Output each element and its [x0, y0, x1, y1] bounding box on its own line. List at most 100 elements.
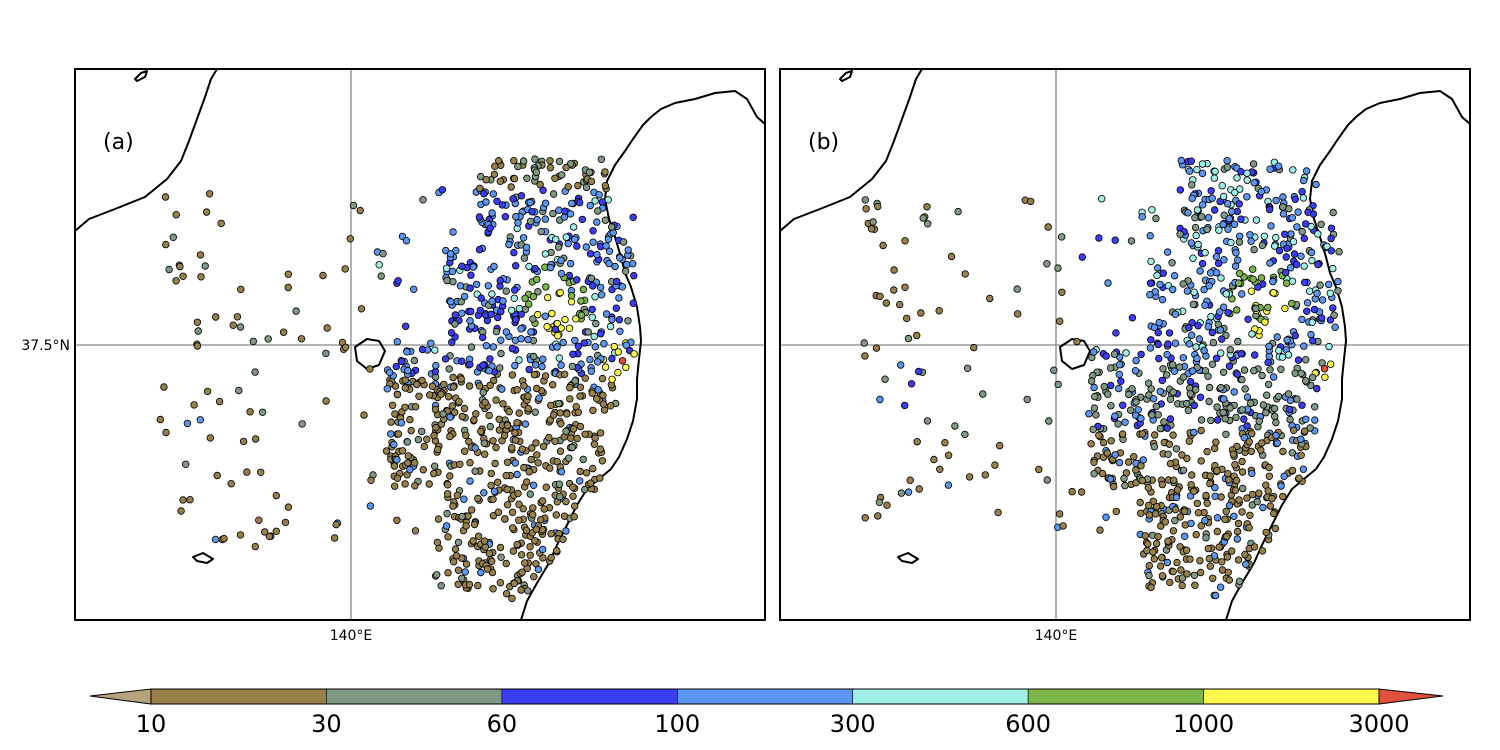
station-point [480, 537, 489, 545]
station-point [569, 492, 577, 500]
station-point [524, 404, 532, 413]
station-point [477, 568, 485, 577]
station-point [562, 163, 570, 172]
station-point [1279, 193, 1287, 201]
station-point [520, 382, 528, 390]
station-point [486, 422, 494, 431]
station-point [615, 294, 623, 302]
station-point [1308, 373, 1317, 382]
station-point [502, 328, 510, 336]
station-point [1240, 366, 1249, 374]
station-point [510, 174, 519, 183]
station-point [1271, 524, 1280, 533]
station-point [526, 490, 534, 498]
station-point [449, 228, 457, 236]
station-point [444, 569, 452, 577]
station-point [1178, 574, 1187, 582]
station-point [1026, 197, 1035, 206]
station-point [519, 157, 528, 165]
station-point [556, 493, 564, 501]
station-point [553, 343, 561, 351]
station-point [1300, 427, 1309, 435]
station-point [211, 313, 220, 321]
station-point [571, 235, 579, 244]
station-point [1218, 566, 1227, 574]
station-point [1279, 210, 1288, 218]
station-point [549, 190, 558, 198]
station-point [483, 565, 492, 573]
station-point [437, 390, 445, 398]
station-point [1149, 395, 1158, 403]
station-point [474, 494, 482, 503]
station-point [156, 415, 164, 424]
station-point [1203, 447, 1211, 456]
station-point [1179, 280, 1187, 288]
station-point [1223, 163, 1232, 171]
station-point [562, 233, 570, 241]
station-point [1250, 351, 1259, 359]
station-point [503, 421, 512, 430]
station-point [1238, 484, 1247, 493]
station-point [936, 465, 944, 473]
station-point [443, 276, 451, 285]
station-point [594, 207, 602, 215]
station-point [986, 294, 994, 303]
station-point [517, 191, 526, 200]
station-point [251, 435, 260, 443]
station-point [1240, 434, 1248, 442]
station-point [573, 242, 581, 250]
station-point [517, 586, 525, 594]
station-point [1302, 167, 1311, 175]
station-point [1196, 557, 1204, 565]
station-point [515, 516, 523, 524]
station-point [1266, 165, 1274, 173]
station-point [1308, 337, 1317, 345]
station-point [508, 444, 516, 452]
station-point [1266, 502, 1274, 510]
station-point [527, 455, 535, 464]
station-point [1187, 181, 1196, 189]
station-point [533, 384, 541, 393]
station-point [549, 411, 558, 419]
station-point [489, 343, 497, 351]
station-point [1204, 323, 1212, 331]
station-point [482, 175, 490, 184]
station-point [606, 322, 615, 331]
station-point [548, 309, 556, 318]
station-point [547, 530, 555, 538]
station-point [535, 394, 543, 402]
panel-label-b: (b) [808, 130, 839, 155]
station-point [205, 190, 214, 198]
station-point [462, 431, 470, 439]
station-point [1164, 450, 1172, 458]
station-point [466, 360, 474, 369]
station-point [431, 405, 440, 414]
station-point [439, 410, 447, 418]
station-point [1291, 195, 1299, 203]
station-point [1238, 375, 1246, 384]
station-point [944, 481, 953, 489]
station-point [410, 285, 418, 293]
station-point [390, 462, 399, 470]
station-point [587, 177, 596, 186]
station-point [524, 392, 532, 400]
station-point [1283, 244, 1291, 252]
station-point [1255, 489, 1263, 497]
station-point [1312, 180, 1320, 189]
station-point [569, 223, 578, 231]
station-point [529, 481, 538, 489]
station-point [1183, 570, 1191, 578]
station-point [1238, 457, 1246, 466]
station-point [530, 371, 539, 379]
station-point [1314, 230, 1322, 238]
station-point [1216, 349, 1225, 357]
station-point [227, 480, 235, 488]
station-point [523, 478, 531, 486]
station-point [177, 507, 185, 515]
station-point [1301, 356, 1310, 364]
station-point [284, 283, 292, 292]
station-point [1224, 309, 1232, 317]
station-point [586, 355, 594, 364]
station-point [393, 474, 402, 482]
station-point [513, 419, 521, 427]
